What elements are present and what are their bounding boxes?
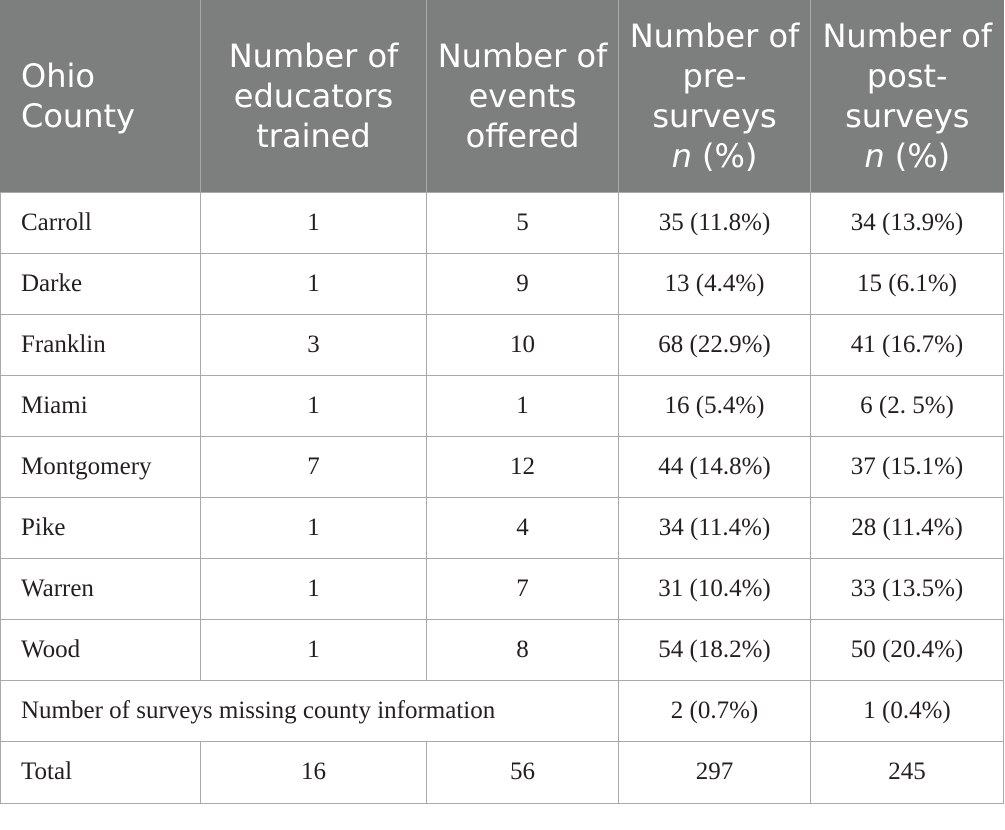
pre-surveys-cell: 68 (22.9%) bbox=[618, 313, 811, 376]
total-events-cell: 56 bbox=[426, 740, 619, 804]
educators-cell: 1 bbox=[200, 618, 427, 681]
pre-surveys-cell: 35 (11.8%) bbox=[618, 191, 811, 254]
table-row: Darke 1 9 13 (4.4%) 15 (6.1%) bbox=[0, 252, 1004, 315]
post-surveys-cell: 33 (13.5%) bbox=[810, 557, 1004, 620]
events-cell: 1 bbox=[426, 374, 619, 437]
table-row: Wood 1 8 54 (18.2%) 50 (20.4%) bbox=[0, 618, 1004, 681]
county-cell: Miami bbox=[0, 374, 201, 437]
header-educators: Number of educators trained bbox=[200, 0, 427, 193]
county-cell: Darke bbox=[0, 252, 201, 315]
missing-post-cell: 1 (0.4%) bbox=[810, 679, 1004, 742]
events-cell: 12 bbox=[426, 435, 619, 498]
total-label: Total bbox=[0, 740, 201, 804]
events-cell: 8 bbox=[426, 618, 619, 681]
total-row: Total 16 56 297 245 bbox=[0, 740, 1004, 804]
county-cell: Franklin bbox=[0, 313, 201, 376]
post-surveys-cell: 50 (20.4%) bbox=[810, 618, 1004, 681]
header-post-label: Number of post-surveys bbox=[822, 16, 993, 135]
post-surveys-cell: 28 (11.4%) bbox=[810, 496, 1004, 559]
header-post-surveys: Number of post-surveys n (%) bbox=[810, 0, 1004, 193]
post-surveys-cell: 6 (2. 5%) bbox=[810, 374, 1004, 437]
pre-surveys-cell: 31 (10.4%) bbox=[618, 557, 811, 620]
header-pre-stat: (%) bbox=[702, 136, 758, 175]
missing-info-label: Number of surveys missing county informa… bbox=[0, 679, 619, 742]
header-pre-label: Number of pre-surveys bbox=[629, 16, 800, 135]
events-cell: 10 bbox=[426, 313, 619, 376]
table-row: Carroll 1 5 35 (11.8%) 34 (13.9%) bbox=[0, 191, 1004, 254]
post-surveys-cell: 41 (16.7%) bbox=[810, 313, 1004, 376]
educators-cell: 3 bbox=[200, 313, 427, 376]
county-cell: Wood bbox=[0, 618, 201, 681]
pre-surveys-cell: 13 (4.4%) bbox=[618, 252, 811, 315]
header-pre-surveys: Number of pre-surveys n (%) bbox=[618, 0, 811, 193]
pre-surveys-cell: 44 (14.8%) bbox=[618, 435, 811, 498]
header-events: Number of events offered bbox=[426, 0, 619, 193]
county-cell: Carroll bbox=[0, 191, 201, 254]
educators-cell: 1 bbox=[200, 374, 427, 437]
pre-surveys-cell: 34 (11.4%) bbox=[618, 496, 811, 559]
events-cell: 5 bbox=[426, 191, 619, 254]
post-surveys-cell: 34 (13.9%) bbox=[810, 191, 1004, 254]
header-pre-n: n bbox=[671, 136, 692, 175]
table-row: Miami 1 1 16 (5.4%) 6 (2. 5%) bbox=[0, 374, 1004, 437]
post-surveys-cell: 37 (15.1%) bbox=[810, 435, 1004, 498]
educators-cell: 7 bbox=[200, 435, 427, 498]
events-cell: 7 bbox=[426, 557, 619, 620]
header-post-stat: (%) bbox=[894, 136, 951, 175]
table-row: Franklin 3 10 68 (22.9%) 41 (16.7%) bbox=[0, 313, 1004, 376]
county-cell: Warren bbox=[0, 557, 201, 620]
total-post-cell: 245 bbox=[810, 740, 1004, 804]
county-cell: Montgomery bbox=[0, 435, 201, 498]
county-survey-table: Ohio County Number of educators trained … bbox=[0, 0, 1004, 804]
educators-cell: 1 bbox=[200, 557, 427, 620]
educators-cell: 1 bbox=[200, 191, 427, 254]
events-cell: 9 bbox=[426, 252, 619, 315]
header-row: Ohio County Number of educators trained … bbox=[0, 0, 1004, 193]
pre-surveys-cell: 16 (5.4%) bbox=[618, 374, 811, 437]
table-row: Pike 1 4 34 (11.4%) 28 (11.4%) bbox=[0, 496, 1004, 559]
educators-cell: 1 bbox=[200, 496, 427, 559]
header-post-n: n bbox=[864, 136, 885, 175]
pre-surveys-cell: 54 (18.2%) bbox=[618, 618, 811, 681]
events-cell: 4 bbox=[426, 496, 619, 559]
county-cell: Pike bbox=[0, 496, 201, 559]
table-row: Warren 1 7 31 (10.4%) 33 (13.5%) bbox=[0, 557, 1004, 620]
table-row: Montgomery 7 12 44 (14.8%) 37 (15.1%) bbox=[0, 435, 1004, 498]
educators-cell: 1 bbox=[200, 252, 427, 315]
total-educators-cell: 16 bbox=[200, 740, 427, 804]
header-county: Ohio County bbox=[0, 0, 201, 193]
post-surveys-cell: 15 (6.1%) bbox=[810, 252, 1004, 315]
missing-pre-cell: 2 (0.7%) bbox=[618, 679, 811, 742]
missing-info-row: Number of surveys missing county informa… bbox=[0, 679, 1004, 742]
total-pre-cell: 297 bbox=[618, 740, 811, 804]
